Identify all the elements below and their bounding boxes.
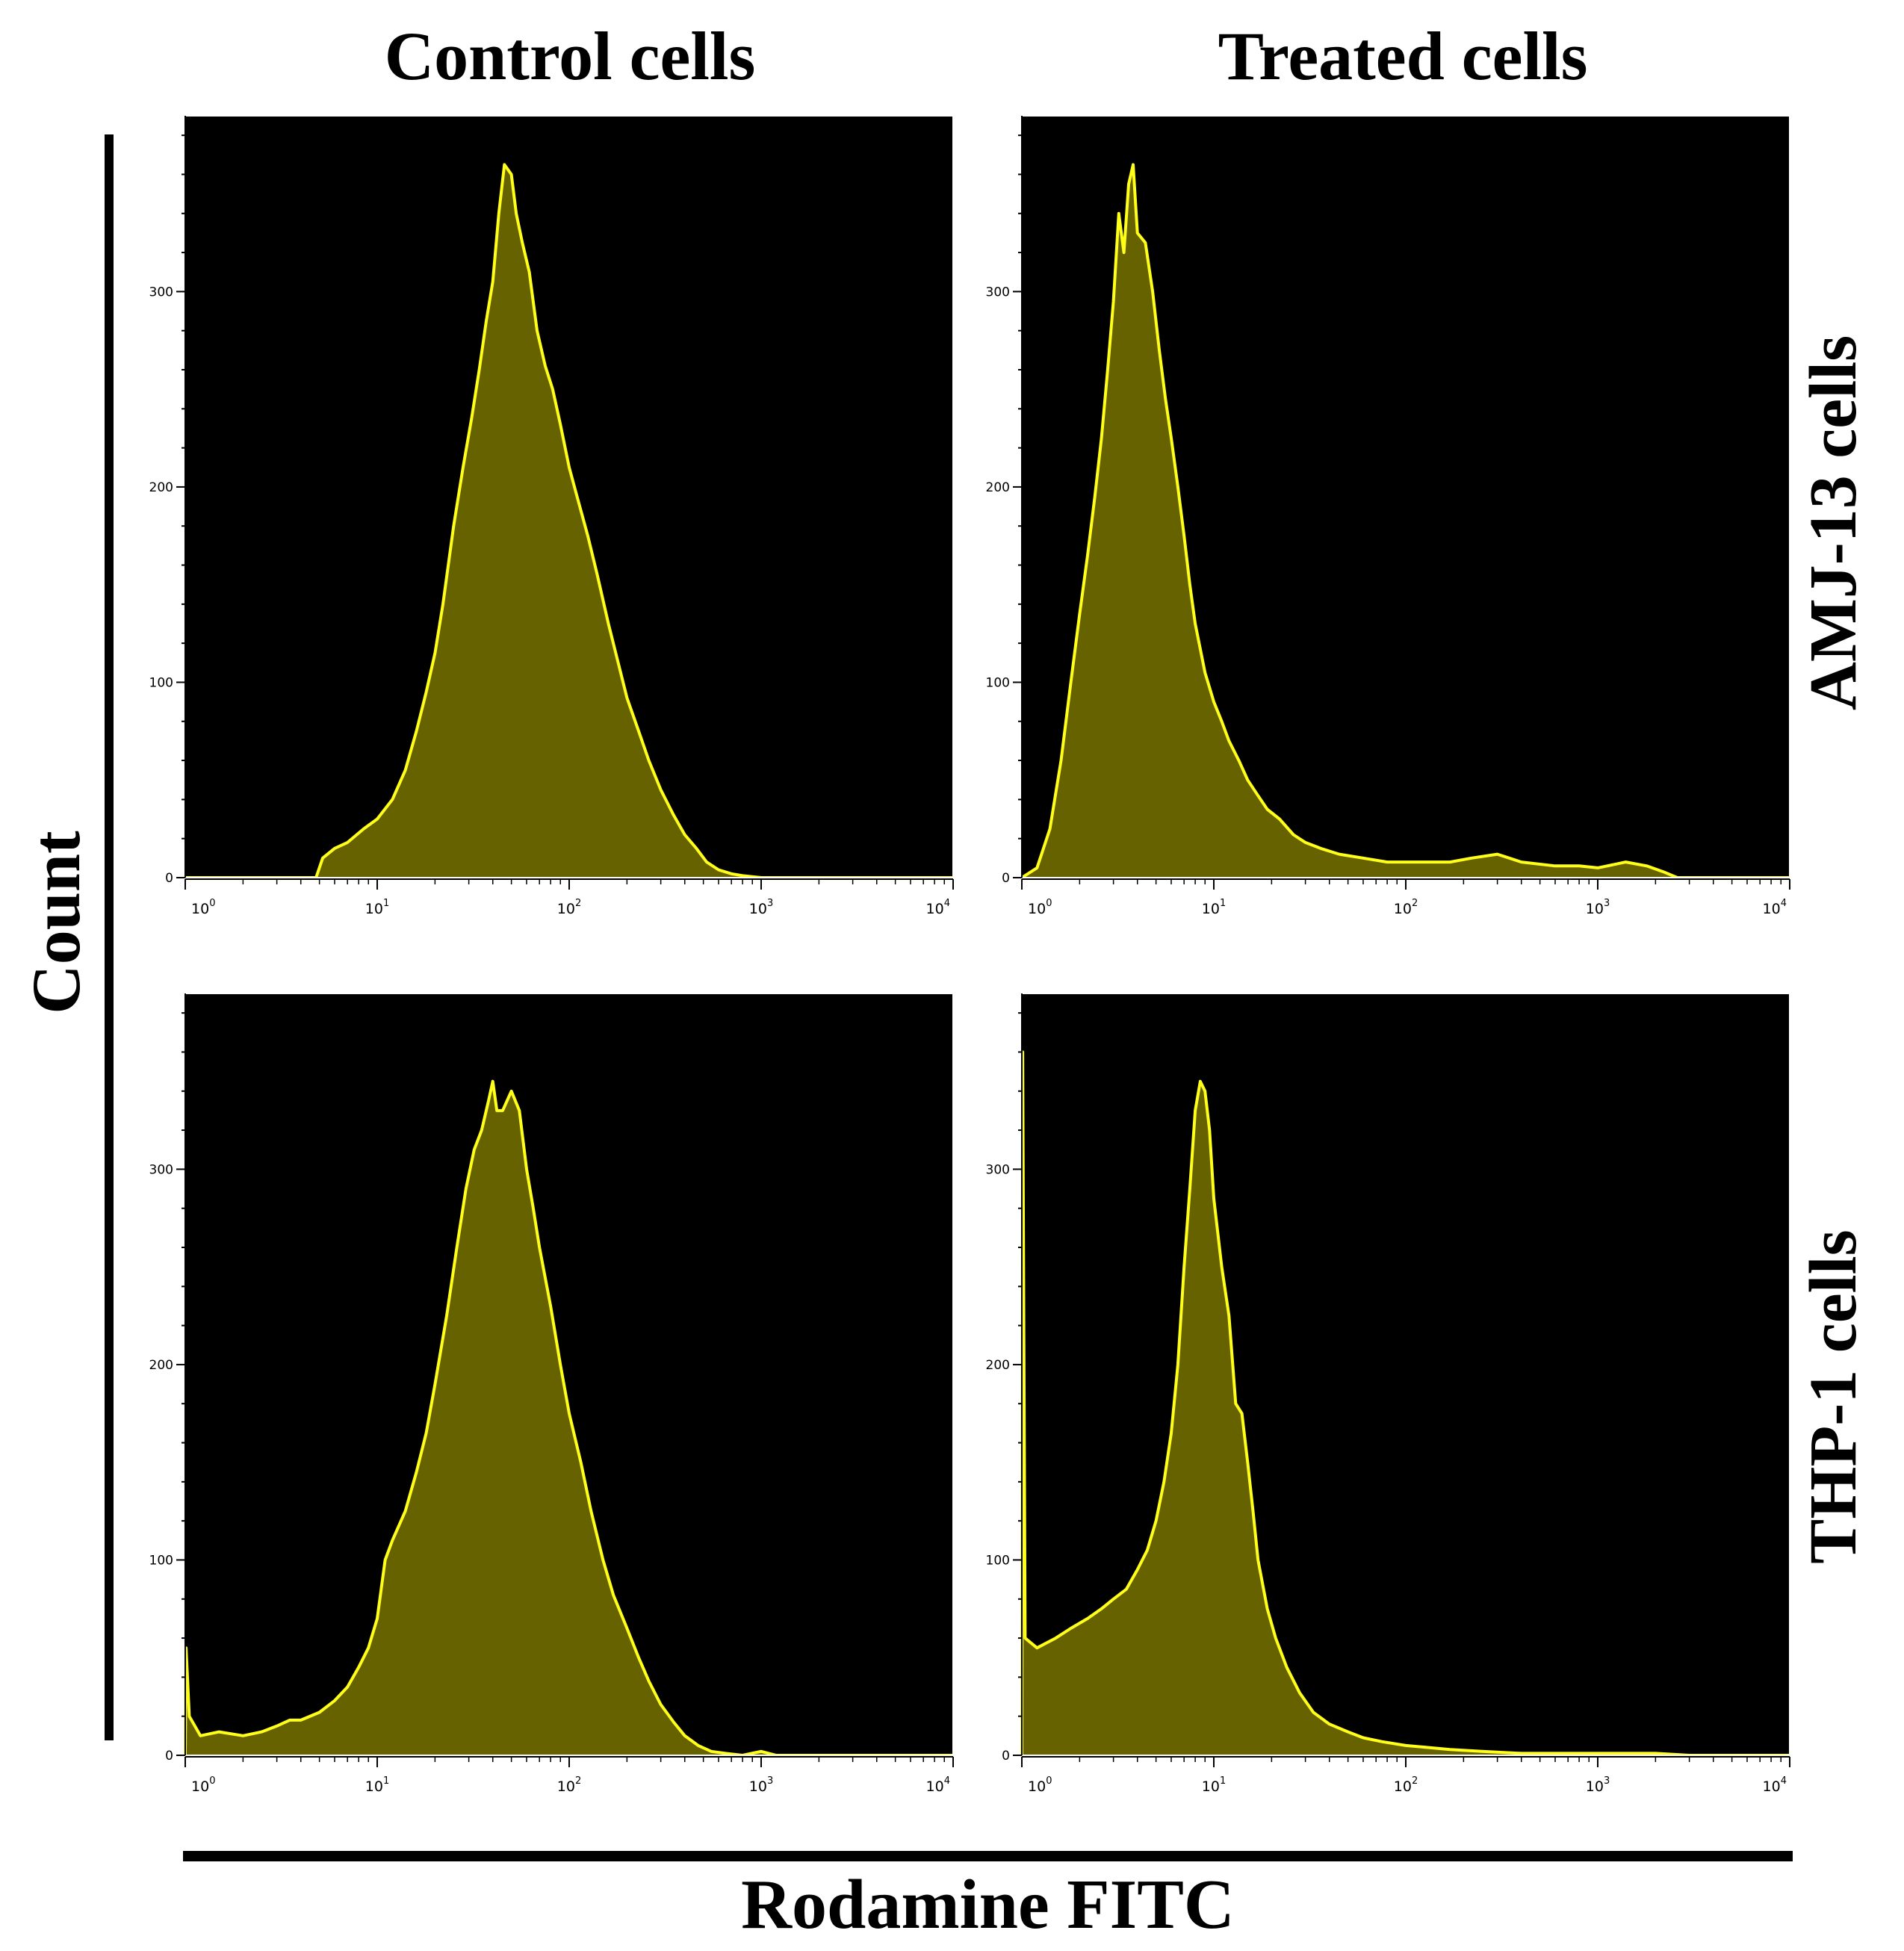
- y-tick-label: 300: [149, 1162, 173, 1177]
- y-tick-label: 200: [986, 480, 1010, 495]
- chart-svg: 0 100 200 300 100 101 102 103 104: [149, 115, 954, 917]
- x-tick-label: 104: [926, 1775, 950, 1795]
- x-axis-bar: [183, 1851, 1793, 1861]
- y-tick-label: 300: [149, 285, 173, 300]
- chart-svg: 0 100 200 300 100 101 102 103 104: [149, 993, 954, 1795]
- y-tick-label: 0: [1002, 1749, 1010, 1764]
- x-tick-label: 104: [926, 898, 950, 917]
- x-tick-label: 102: [1394, 898, 1418, 917]
- x-tick-label: 103: [1586, 898, 1610, 917]
- y-tick-label: 0: [165, 871, 173, 886]
- histogram-thp1-treated: 0 100 200 300 100 101 102 103 104: [979, 982, 1808, 1819]
- histogram-line: [1020, 163, 1790, 879]
- x-tick-label: 103: [1586, 1775, 1610, 1795]
- row-label-amj13: AMJ-13 cells: [1796, 335, 1870, 711]
- y-tick-label: 100: [986, 1553, 1010, 1568]
- y-axis-bar: [105, 134, 114, 1740]
- y-tick-label: 200: [149, 1358, 173, 1373]
- chart-svg: 0 100 200 300 100 101 102 103 104: [986, 993, 1790, 1795]
- x-tick-label: 101: [365, 1775, 389, 1795]
- row-label-thp1: THP-1 cells: [1796, 1229, 1870, 1564]
- x-tick-label: 100: [191, 898, 215, 917]
- x-tick-label: 103: [749, 898, 773, 917]
- column-title-control: Control cells: [384, 18, 756, 94]
- x-tick-label: 102: [557, 1775, 581, 1795]
- y-tick-label: 200: [986, 1358, 1010, 1373]
- x-tick-label: 104: [1763, 898, 1787, 917]
- histogram-fill: [1022, 1052, 1790, 1755]
- x-tick-label: 101: [1202, 1775, 1226, 1795]
- histogram-fill: [185, 164, 953, 878]
- histogram-line: [185, 163, 953, 879]
- x-tick-label: 100: [191, 1775, 215, 1795]
- x-tick-label: 102: [557, 898, 581, 917]
- x-tick-label: 104: [1763, 1775, 1787, 1795]
- x-tick-label: 103: [749, 1775, 773, 1795]
- x-tick-label: 101: [365, 898, 389, 917]
- y-tick-label: 200: [149, 480, 173, 495]
- histogram-thp1-control: 0 100 200 300 100 101 102 103 104: [142, 982, 971, 1819]
- y-tick-label: 300: [986, 285, 1010, 300]
- y-tick-label: 0: [165, 1749, 173, 1764]
- x-tick-label: 101: [1202, 898, 1226, 917]
- y-tick-label: 100: [149, 1553, 173, 1568]
- column-title-treated: Treated cells: [1218, 18, 1588, 94]
- y-tick-label: 300: [986, 1162, 1010, 1177]
- histogram-line: [184, 1079, 953, 1757]
- x-tick-label: 100: [1028, 898, 1052, 917]
- histogram-fill: [1022, 164, 1790, 878]
- x-tick-label: 102: [1394, 1775, 1418, 1795]
- y-tick-label: 0: [1002, 871, 1010, 886]
- histogram-amj13-treated: 0 100 200 300 100 101 102 103 104: [979, 105, 1808, 941]
- y-tick-label: 100: [986, 675, 1010, 690]
- histogram-amj13-control: 0 100 200 300 100 101 102 103 104: [142, 105, 971, 941]
- y-axis-label: Count: [18, 831, 94, 1014]
- x-tick-label: 100: [1028, 1775, 1052, 1795]
- y-tick-label: 100: [149, 675, 173, 690]
- chart-svg: 0 100 200 300 100 101 102 103 104: [986, 115, 1790, 917]
- x-axis-label: Rodamine FITC: [741, 1866, 1235, 1944]
- histogram-line: [1020, 1050, 1790, 1757]
